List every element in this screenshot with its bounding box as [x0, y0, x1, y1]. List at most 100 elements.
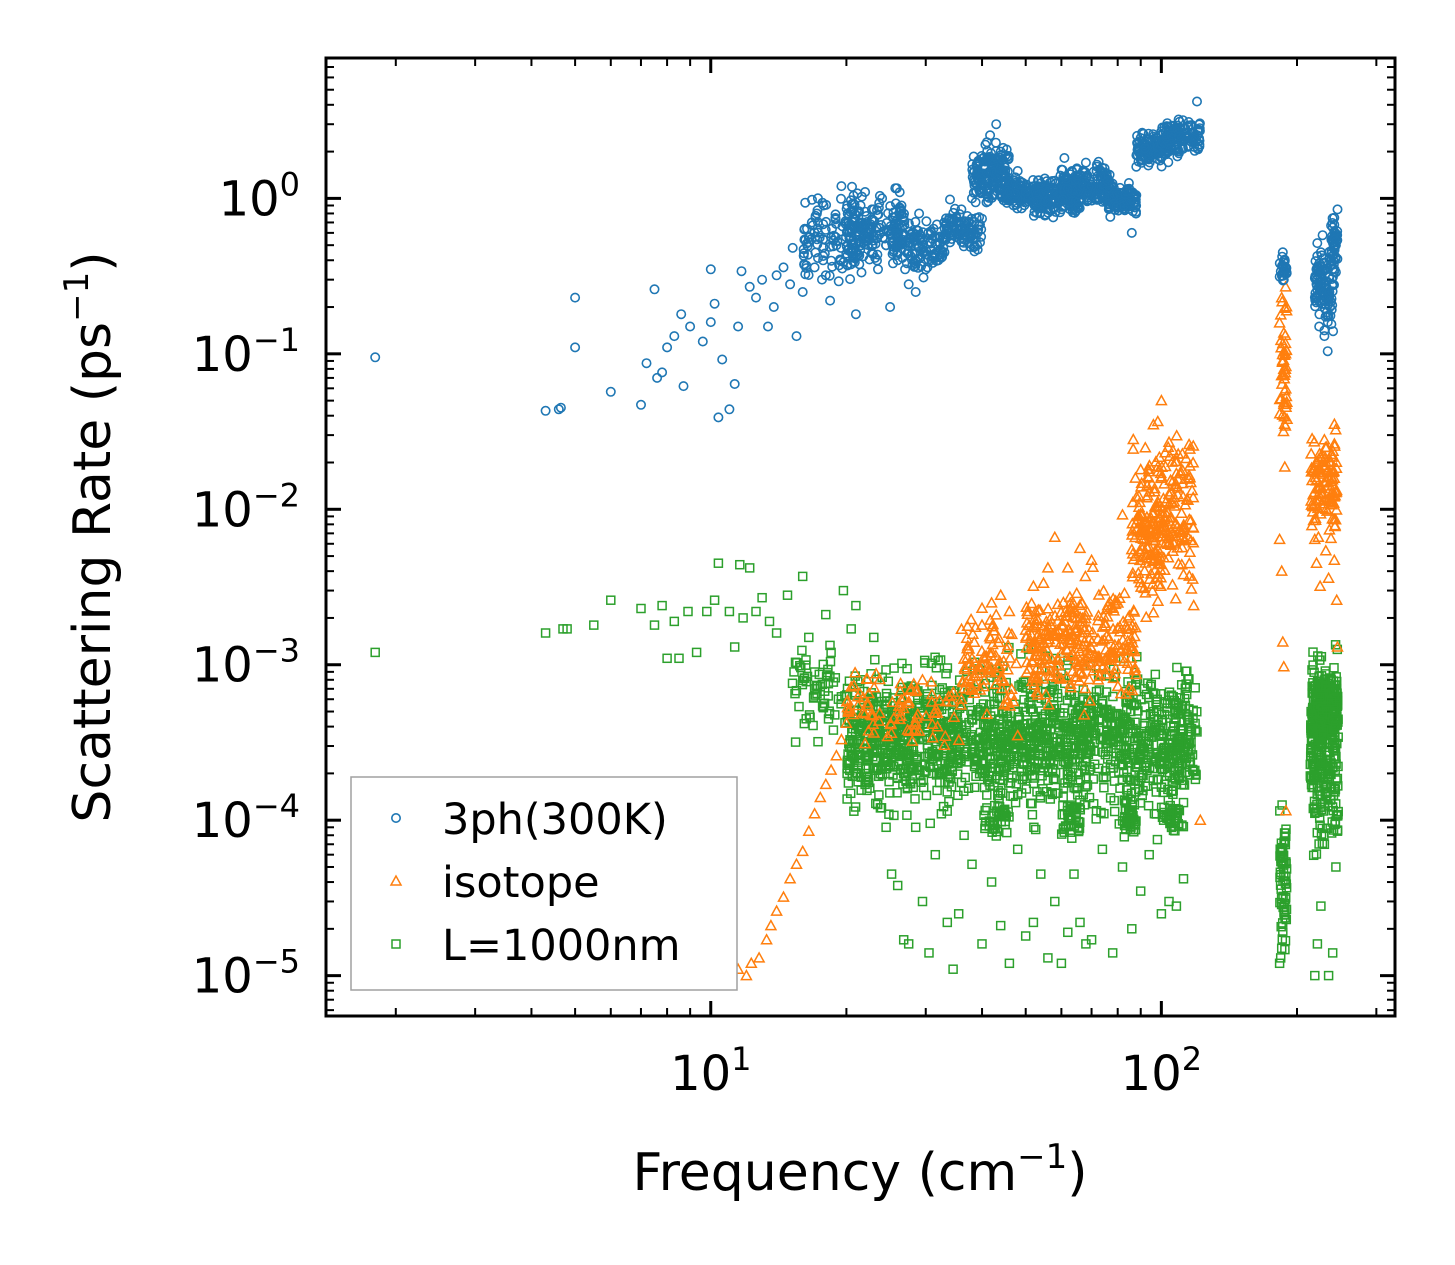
- data-point: [1278, 927, 1288, 938]
- data-point: [1174, 805, 1185, 816]
- data-point: [980, 707, 994, 719]
- data-point: [1155, 536, 1169, 548]
- data-point: [939, 729, 952, 742]
- data-point: [760, 933, 773, 945]
- data-point: [1120, 798, 1131, 808]
- data-point: [884, 716, 897, 729]
- data-point: [846, 219, 857, 230]
- data-point: [1049, 624, 1062, 636]
- data-point: [1057, 759, 1067, 770]
- data-point: [1049, 749, 1060, 760]
- data-point: [1306, 747, 1316, 758]
- data-point: [1177, 524, 1190, 536]
- data-point: [1023, 618, 1036, 631]
- data-point: [1281, 858, 1291, 869]
- data-point: [1077, 761, 1088, 771]
- data-point: [1099, 667, 1112, 679]
- data-point: [1134, 507, 1147, 519]
- data-point: [1111, 679, 1125, 692]
- data-point: [853, 206, 864, 217]
- data-point: [1002, 827, 1012, 838]
- data-point: [953, 790, 963, 801]
- data-point: [1136, 742, 1147, 753]
- data-point: [1063, 637, 1077, 649]
- data-point: [1192, 727, 1202, 737]
- data-point: [1082, 672, 1096, 685]
- data-point: [1120, 754, 1131, 765]
- data-point: [1079, 608, 1093, 620]
- data-point: [1026, 739, 1037, 749]
- data-point: [1036, 869, 1046, 879]
- data-point: [942, 917, 953, 928]
- data-point: [1083, 749, 1094, 760]
- data-point: [936, 768, 947, 778]
- data-point: [1312, 939, 1323, 949]
- data-point: [968, 242, 979, 253]
- data-point: [827, 261, 838, 272]
- data-point: [979, 649, 993, 661]
- data-point: [1273, 316, 1286, 328]
- data-point: [1151, 567, 1165, 579]
- data-point: [1085, 635, 1099, 647]
- data-point: [1130, 819, 1140, 830]
- data-point: [838, 585, 849, 596]
- data-point: [846, 225, 857, 236]
- data-point: [1320, 683, 1331, 693]
- data-point: [842, 763, 853, 774]
- data-point: [1031, 644, 1044, 657]
- data-point: [1328, 519, 1342, 532]
- data-point: [897, 252, 908, 263]
- data-point: [1319, 544, 1333, 556]
- data-point: [890, 183, 901, 194]
- data-point: [945, 755, 956, 765]
- data-point: [1097, 584, 1110, 596]
- data-point: [1077, 708, 1091, 720]
- data-point: [1050, 768, 1061, 778]
- data-point: [902, 694, 916, 707]
- data-point: [883, 748, 893, 758]
- data-point: [1069, 869, 1079, 879]
- data-point: [1320, 440, 1333, 452]
- data-point: [875, 803, 886, 813]
- data-point: [1137, 581, 1151, 594]
- data-point: [988, 688, 999, 699]
- data-point: [1106, 622, 1120, 634]
- data-point: [1027, 613, 1041, 625]
- data-point: [926, 658, 937, 669]
- data-point: [1183, 459, 1197, 471]
- data-point: [978, 699, 989, 709]
- data-point: [927, 746, 938, 757]
- data-point: [985, 699, 995, 710]
- data-point: [1047, 765, 1058, 775]
- data-point: [1171, 472, 1185, 485]
- data-point: [982, 803, 992, 813]
- data-point: [796, 844, 809, 857]
- data-point: [1187, 750, 1198, 760]
- data-point: [1016, 679, 1026, 690]
- data-point: [1164, 815, 1175, 825]
- data-point: [870, 654, 880, 665]
- data-point: [1169, 517, 1182, 530]
- data-point: [909, 723, 922, 735]
- data-point: [1033, 631, 1046, 644]
- data-point: [909, 715, 922, 727]
- data-point: [1325, 495, 1339, 508]
- data-point: [975, 644, 989, 657]
- data-point: [1176, 464, 1190, 476]
- data-point: [1281, 879, 1292, 889]
- data-point: [998, 808, 1008, 819]
- data-point: [1175, 541, 1189, 553]
- data-point: [931, 706, 944, 718]
- data-point: [921, 216, 932, 227]
- data-point: [997, 698, 1011, 710]
- data-point: [817, 701, 828, 711]
- data-point: [911, 239, 922, 250]
- data-point: [1121, 611, 1135, 623]
- data-point: [1157, 551, 1171, 563]
- data-point: [1002, 626, 1016, 638]
- data-point: [1133, 732, 1144, 742]
- data-point: [1037, 576, 1050, 588]
- data-point: [1181, 689, 1192, 700]
- data-point: [1108, 638, 1122, 650]
